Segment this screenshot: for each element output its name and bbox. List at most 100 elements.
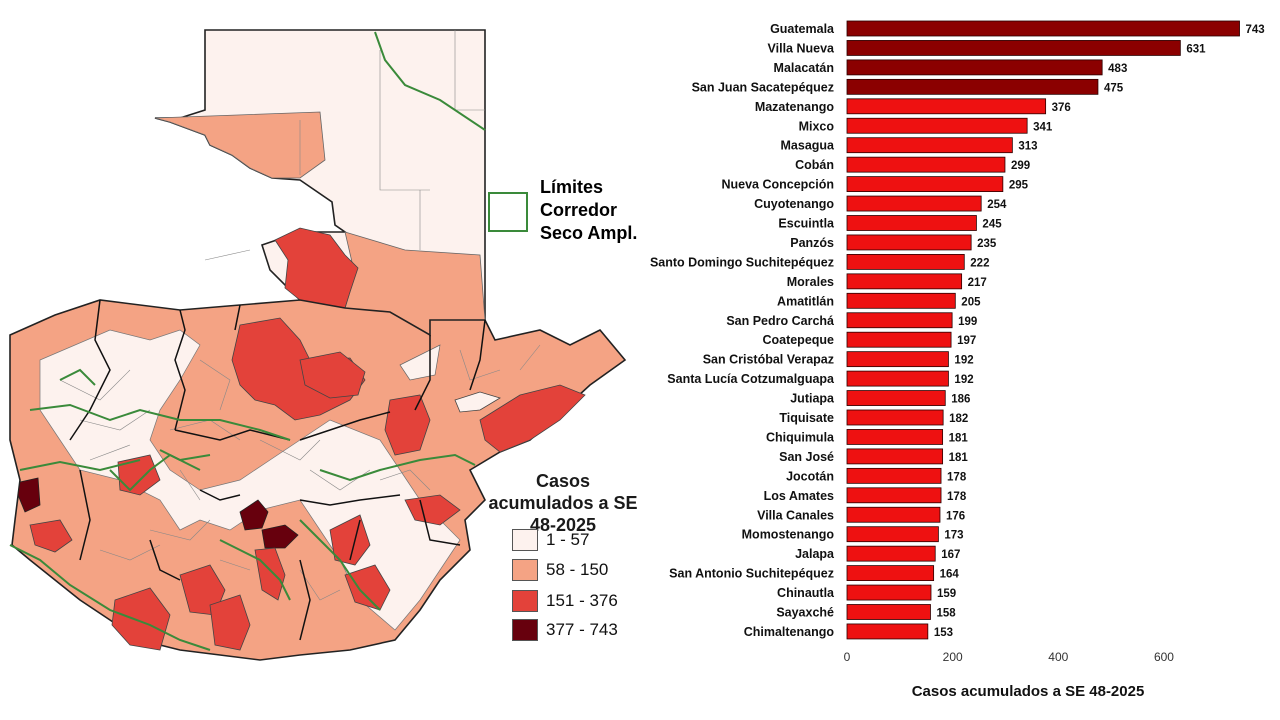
map-legend-swatch [512,619,538,641]
bar [846,59,1103,76]
bar-category-label: Morales [787,275,834,289]
bar-value-label: 341 [1033,121,1053,133]
bar-category-label: Panzós [790,236,834,250]
map-region-escuintla [254,547,286,601]
bar-category-label: Cobán [795,158,834,172]
map-region-panzos [384,394,431,456]
bar [846,78,1099,95]
bar-value-label: 167 [941,549,960,561]
bar-value-label: 299 [1011,160,1030,172]
bar-category-label: Jalapa [795,547,835,561]
bar-value-label: 164 [940,569,960,581]
bar-value-label: 192 [954,374,973,386]
map-region-quetzaltenango [117,454,161,496]
map-region-jutiapa [344,564,391,611]
bar [846,312,953,329]
map-region-peten-west [154,111,326,179]
bar [846,234,972,251]
bar [846,584,932,601]
bar [846,156,1006,173]
bar [846,370,949,387]
bar-category-label: San José [779,450,834,464]
map-legend-item: 377 - 743 [512,618,618,642]
bar-category-label: Santa Lucía Cotzumalguapa [667,372,835,386]
bar-category-label: Chimaltenango [744,625,835,639]
bar [846,467,942,484]
bar-category-label: Jocotán [786,469,834,483]
bar-value-label: 178 [947,491,967,503]
bar-value-label: 235 [977,238,997,250]
bar-category-label: Chiquimula [766,430,835,444]
map-legend-label: 377 - 743 [546,620,618,639]
bar-category-label: Mazatenango [755,100,835,114]
bar-category-label: Tiquisate [779,411,834,425]
map-region-chiquimula [404,494,461,526]
bar-category-label: Coatepeque [762,333,834,347]
map-region-malacatan [17,477,41,513]
bar-value-label: 199 [958,316,977,328]
bar-value-label: 153 [934,627,953,639]
bar [846,429,944,445]
bar [846,545,936,562]
bar [846,273,963,290]
bar-category-label: Momostenango [742,528,835,542]
bar [846,195,982,212]
bar-category-label: Masagua [781,139,836,153]
map-legend-label: 151 - 376 [546,591,618,610]
bar-value-label: 181 [949,432,969,444]
bar [846,40,1181,56]
bar-value-label: 158 [936,608,956,620]
bar-category-label: Cuyotenango [754,197,834,211]
map-corridor-lines [9,31,486,651]
map-region-mazatenango [111,587,171,651]
bar-category-label: Amatitlán [777,294,834,308]
bar-value-label: 222 [970,257,989,269]
bar-category-label: San Pedro Carchá [726,314,834,328]
map-region-coatepeque [29,519,73,553]
bar-value-label: 217 [968,277,987,289]
bar-category-label: Mixco [799,119,835,133]
bar-category-label: San Antonio Suchitepéquez [669,567,834,581]
bar-category-label: Malacatán [774,61,834,75]
bar-value-label: 159 [937,588,956,600]
bar-value-label: 245 [982,219,1002,231]
map-department-lines [69,299,486,641]
bar [846,292,956,309]
bar-value-label: 173 [944,530,963,542]
map-region-sayaxche [274,227,359,309]
bar-value-label: 181 [949,452,969,464]
bar-category-label: Escuintla [778,217,835,231]
map-region-guatemala-city [239,499,269,531]
bar [846,20,1240,37]
x-tick-label: 400 [1048,650,1068,664]
bar [846,526,939,543]
bar-value-label: 475 [1104,82,1124,94]
x-tick-label: 200 [943,650,963,664]
bar [846,565,935,581]
bar-value-label: 205 [961,296,981,308]
x-tick-label: 600 [1154,650,1174,664]
map-legend-swatch [512,559,538,581]
bar [846,137,1013,154]
bar-value-label: 313 [1018,141,1037,153]
bar-category-label: Jutiapa [790,392,835,406]
bar [846,331,952,348]
bar [846,604,931,620]
map-region-carcha [299,351,366,399]
bar-value-label: 197 [957,335,976,347]
bar [846,253,965,270]
choropleth-map: Límites Corredor Seco Ampl. Casos acumul… [9,29,638,661]
bar [846,409,944,426]
map-region-morales [479,384,586,453]
bar-value-label: 631 [1186,43,1206,55]
map-legend-item: 58 - 150 [512,558,608,582]
bar [846,351,949,368]
map-legend-item: 151 - 376 [512,589,618,613]
bar-value-label: 483 [1108,63,1127,75]
bar-value-label: 176 [946,510,965,522]
x-tick-label: 0 [844,650,851,664]
bar [846,623,929,640]
bar-category-label: San Cristóbal Verapaz [703,353,834,367]
bar [846,448,944,465]
bar-value-label: 192 [954,355,973,367]
